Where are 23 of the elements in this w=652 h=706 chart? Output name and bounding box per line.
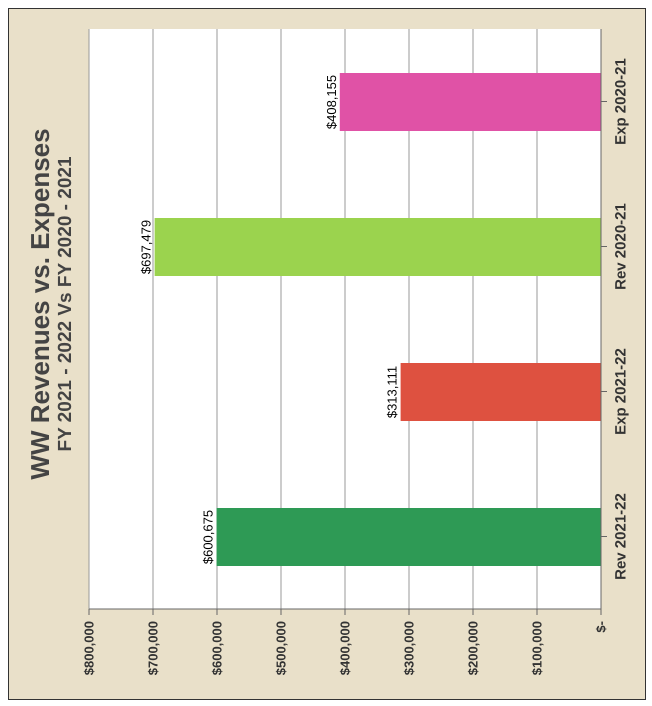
y-tick-label: Exp 2021-22 [612, 348, 630, 435]
x-tick-label: $200,000 [466, 621, 480, 676]
x-tick-label: $100,000 [530, 621, 544, 676]
bar [216, 508, 601, 566]
x-tick-label: $- [594, 621, 608, 633]
data-label: $697,479 [138, 220, 154, 274]
y-tick-label: Exp 2020-21 [612, 58, 630, 145]
x-tick-label: $800,000 [82, 621, 96, 676]
y-tick-label: Rev 2021-22 [612, 493, 630, 580]
bar [340, 73, 601, 131]
y-tick-label: Rev 2020-21 [612, 203, 630, 290]
x-tick-label: $400,000 [338, 621, 352, 676]
x-tick-label: $300,000 [402, 621, 416, 676]
bar [400, 363, 601, 421]
x-tick-label: $600,000 [210, 621, 224, 676]
data-label: $313,111 [384, 366, 400, 418]
data-label: $408,155 [324, 74, 339, 130]
text: WW Revenues vs. Expenses [25, 128, 55, 480]
text: FY 2021 - 2022 Vs FY 2020 - 2021 [55, 156, 76, 452]
x-tick-label: $700,000 [146, 621, 160, 676]
bar [154, 218, 601, 276]
data-label: $600,675 [200, 510, 216, 564]
x-tick-label: $500,000 [274, 621, 288, 676]
